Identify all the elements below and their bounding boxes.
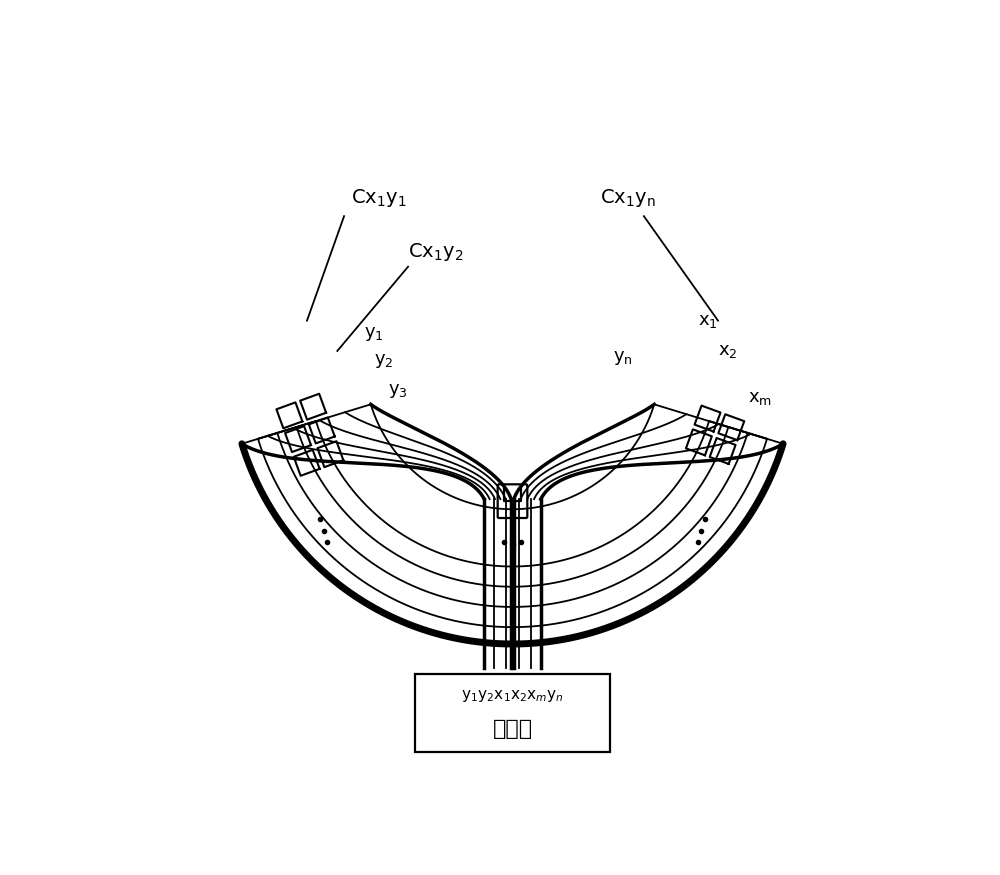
Text: $\mathrm{x_2}$: $\mathrm{x_2}$ (718, 342, 738, 360)
Text: $\mathrm{Cx_1y_1}$: $\mathrm{Cx_1y_1}$ (351, 187, 406, 209)
Text: $\mathrm{x_m}$: $\mathrm{x_m}$ (748, 389, 772, 407)
Text: $\mathrm{y_3}$: $\mathrm{y_3}$ (388, 382, 408, 401)
Text: 采集卡: 采集卡 (492, 718, 533, 738)
Text: y$_1$y$_2$x$_1$x$_2$x$_m$y$_n$: y$_1$y$_2$x$_1$x$_2$x$_m$y$_n$ (461, 688, 564, 704)
Text: $\mathrm{x_1}$: $\mathrm{x_1}$ (698, 312, 717, 330)
Text: $\mathrm{Cx_1y_n}$: $\mathrm{Cx_1y_n}$ (600, 187, 656, 209)
Text: $\mathrm{y_1}$: $\mathrm{y_1}$ (364, 326, 384, 343)
Text: $\mathrm{y_2}$: $\mathrm{y_2}$ (374, 352, 394, 370)
Text: $\mathrm{y_n}$: $\mathrm{y_n}$ (613, 348, 632, 367)
Text: $\mathrm{Cx_1y_2}$: $\mathrm{Cx_1y_2}$ (408, 242, 464, 263)
Bar (415, 675, 610, 752)
